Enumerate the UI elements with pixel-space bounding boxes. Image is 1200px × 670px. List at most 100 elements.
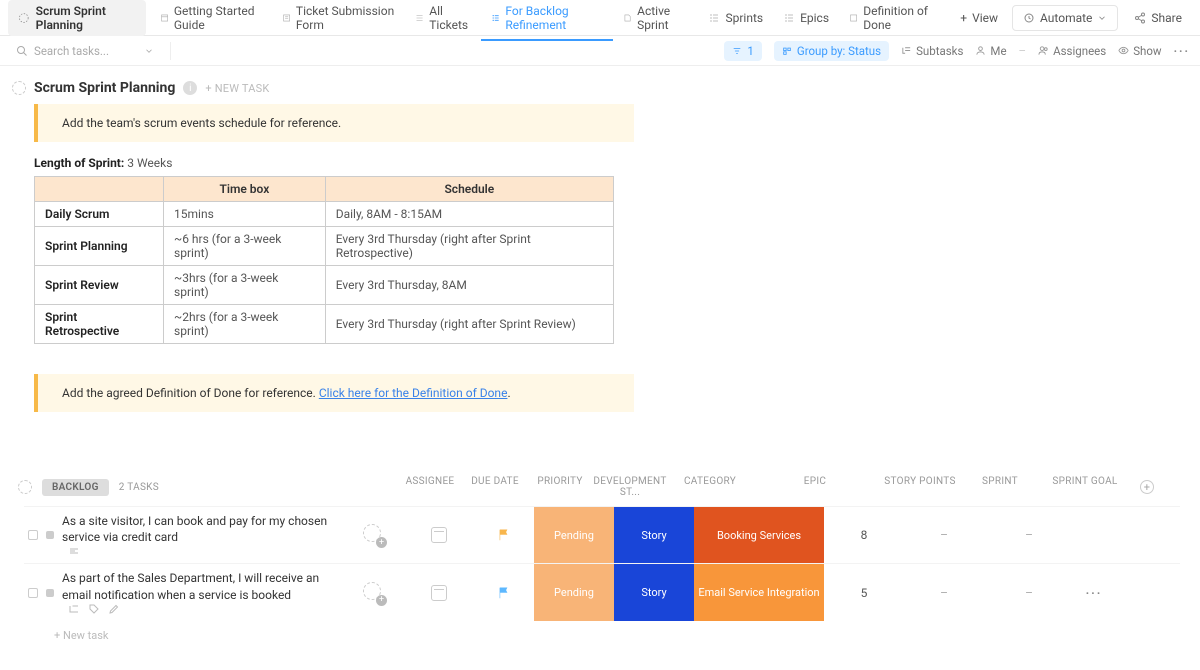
task-row[interactable]: As a site visitor, I can book and pay fo… bbox=[24, 506, 1180, 563]
priority-flag[interactable] bbox=[497, 586, 511, 600]
column-header[interactable]: DUE DATE bbox=[460, 476, 530, 498]
automate-button[interactable]: Automate bbox=[1012, 5, 1118, 31]
automate-label: Automate bbox=[1040, 11, 1092, 25]
tab-label: For Backlog Refinement bbox=[505, 4, 603, 32]
status-circle-icon bbox=[12, 81, 26, 95]
space-title-text: Scrum Sprint Planning bbox=[36, 4, 136, 32]
me-toggle[interactable]: Me bbox=[975, 44, 1006, 58]
task-row[interactable]: As part of the Sales Department, I will … bbox=[24, 563, 1180, 620]
tab-icon bbox=[849, 12, 858, 24]
group-name[interactable]: BACKLOG bbox=[42, 479, 109, 496]
table-cell: 15mins bbox=[164, 202, 326, 227]
story-points[interactable]: 8 bbox=[824, 507, 904, 563]
main-content: Scrum Sprint Planning i + NEW TASK Add t… bbox=[0, 66, 1200, 670]
tab-icon bbox=[415, 12, 424, 24]
tab-definition-of-done[interactable]: Definition of Done bbox=[839, 0, 946, 41]
top-nav: Scrum Sprint Planning Getting Started Gu… bbox=[0, 0, 1200, 36]
tab-sprints[interactable]: Sprints bbox=[698, 0, 773, 41]
table-cell: Daily, 8AM - 8:15AM bbox=[325, 202, 613, 227]
filter-badge[interactable]: 1 bbox=[724, 41, 761, 61]
column-header[interactable]: SPRINT bbox=[960, 476, 1040, 498]
epic-tag[interactable]: Booking Services bbox=[694, 507, 824, 563]
share-label: Share bbox=[1151, 11, 1182, 25]
table-row: Daily Scrum15minsDaily, 8AM - 8:15AM bbox=[35, 202, 614, 227]
tab-active-sprint[interactable]: Active Sprint bbox=[613, 0, 699, 41]
show-button[interactable]: Show bbox=[1118, 44, 1161, 58]
automate-icon bbox=[1023, 12, 1035, 24]
dod-link[interactable]: Click here for the Definition of Done bbox=[319, 386, 508, 400]
tab-for-backlog-refinement[interactable]: For Backlog Refinement bbox=[481, 0, 613, 41]
share-button[interactable]: Share bbox=[1124, 6, 1192, 30]
toolbar: Search tasks... 1 Group by: Status Subta… bbox=[0, 36, 1200, 66]
edit-icon[interactable] bbox=[108, 603, 120, 615]
plus-icon: + bbox=[960, 11, 967, 25]
subtask-icon[interactable] bbox=[68, 603, 80, 615]
table-cell: ~6 hrs (for a 3-week sprint) bbox=[164, 227, 326, 266]
new-task-button[interactable]: + NEW TASK bbox=[205, 82, 269, 95]
assignee-add[interactable]: + bbox=[363, 524, 385, 546]
tab-all-tickets[interactable]: All Tickets bbox=[405, 0, 481, 41]
status-dot[interactable] bbox=[46, 589, 54, 597]
category-tag[interactable]: Story bbox=[614, 507, 694, 563]
table-cell: Sprint Retrospective bbox=[35, 305, 164, 344]
tab-label: All Tickets bbox=[429, 4, 471, 32]
new-task-row[interactable]: + New task bbox=[24, 621, 1180, 650]
filter-icon bbox=[732, 46, 742, 56]
more-menu[interactable]: ··· bbox=[1174, 44, 1190, 58]
sprint-cell[interactable]: – bbox=[904, 507, 984, 563]
list-header: BACKLOG 2 TASKS ASSIGNEEDUE DATEPRIORITY… bbox=[24, 472, 1180, 506]
tab-icon bbox=[282, 12, 291, 24]
column-header[interactable]: STORY POINTS bbox=[880, 476, 960, 498]
subtasks-toggle[interactable]: Subtasks bbox=[901, 44, 963, 58]
tab-epics[interactable]: Epics bbox=[773, 0, 839, 41]
table-cell: ~2hrs (for a 3-week sprint) bbox=[164, 305, 326, 344]
due-date-button[interactable] bbox=[431, 527, 447, 543]
tab-label: Active Sprint bbox=[637, 4, 688, 32]
add-view-button[interactable]: + View bbox=[950, 2, 1008, 34]
assignee-add[interactable]: + bbox=[363, 582, 385, 604]
row-checkbox[interactable] bbox=[28, 530, 38, 540]
dev-status-tag[interactable]: Pending bbox=[534, 564, 614, 620]
column-header[interactable]: EPIC bbox=[750, 476, 880, 498]
table-cell: Sprint Planning bbox=[35, 227, 164, 266]
column-header[interactable]: CATEGORY bbox=[670, 476, 750, 498]
column-header[interactable]: PRIORITY bbox=[530, 476, 590, 498]
search-icon bbox=[16, 45, 28, 57]
status-dot[interactable] bbox=[46, 531, 54, 539]
sprint-cell[interactable]: – bbox=[904, 564, 984, 620]
tab-ticket-submission-form[interactable]: Ticket Submission Form bbox=[272, 0, 405, 41]
table-cell: Every 3rd Thursday, 8AM bbox=[325, 266, 613, 305]
table-cell: Every 3rd Thursday (right after Sprint R… bbox=[325, 305, 613, 344]
assignees-button[interactable]: Assignees bbox=[1038, 44, 1106, 58]
callout-dod: Add the agreed Definition of Done for re… bbox=[34, 374, 634, 412]
tab-getting-started-guide[interactable]: Getting Started Guide bbox=[150, 0, 272, 41]
row-checkbox[interactable] bbox=[28, 588, 38, 598]
search-input[interactable]: Search tasks... bbox=[10, 41, 160, 61]
story-points[interactable]: 5 bbox=[824, 564, 904, 620]
column-header[interactable]: DEVELOPMENT ST... bbox=[590, 476, 670, 498]
info-icon[interactable]: i bbox=[183, 81, 197, 95]
add-column-button[interactable]: + bbox=[1140, 480, 1154, 494]
tag-icon[interactable] bbox=[88, 603, 100, 615]
table-header: Schedule bbox=[325, 177, 613, 202]
column-header[interactable]: SPRINT GOAL bbox=[1040, 476, 1130, 498]
tab-icon bbox=[491, 12, 500, 24]
space-title[interactable]: Scrum Sprint Planning bbox=[8, 0, 146, 36]
add-view-label: View bbox=[972, 11, 998, 25]
search-placeholder: Search tasks... bbox=[34, 44, 109, 58]
epic-tag[interactable]: Email Service Integration bbox=[694, 564, 824, 620]
priority-flag[interactable] bbox=[497, 528, 511, 542]
align-icon[interactable] bbox=[68, 545, 80, 557]
sprint-goal-cell[interactable]: – bbox=[984, 564, 1074, 620]
row-more-menu[interactable]: ··· bbox=[1086, 586, 1103, 600]
table-cell: ~3hrs (for a 3-week sprint) bbox=[164, 266, 326, 305]
due-date-button[interactable] bbox=[431, 585, 447, 601]
category-tag[interactable]: Story bbox=[614, 564, 694, 620]
table-header bbox=[35, 177, 164, 202]
dev-status-tag[interactable]: Pending bbox=[534, 507, 614, 563]
sprint-goal-cell[interactable]: – bbox=[984, 507, 1074, 563]
table-header: Time box bbox=[164, 177, 326, 202]
group-by-button[interactable]: Group by: Status bbox=[774, 41, 889, 61]
sprint-length: Length of Sprint: 3 Weeks bbox=[34, 156, 1180, 170]
column-header[interactable]: ASSIGNEE bbox=[400, 476, 460, 498]
